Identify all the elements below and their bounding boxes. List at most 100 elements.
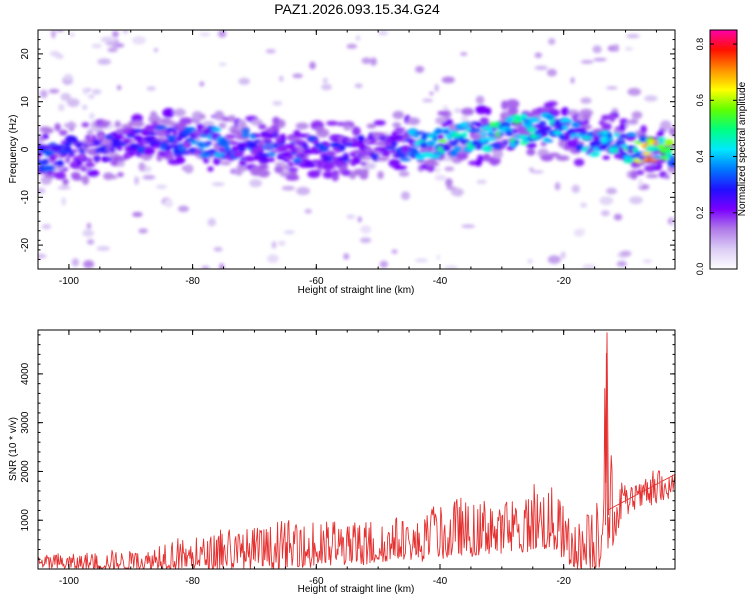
- heatmap-core: [268, 157, 275, 163]
- heatmap-core: [325, 150, 337, 157]
- heatmap-speckle: [91, 43, 103, 49]
- heatmap-core: [289, 148, 299, 152]
- heatmap-core: [144, 124, 154, 132]
- heatmap-halo: [131, 113, 143, 123]
- y-tick-label: 1000: [20, 509, 31, 532]
- colorbar-axis: 0.0 0.2 0.4 0.6 0.8: [695, 38, 737, 275]
- heatmap-core: [104, 157, 113, 162]
- spectrogram-y-label: Frequency (Hz): [8, 115, 19, 184]
- heatmap-core: [189, 141, 199, 145]
- heatmap-core: [94, 156, 101, 161]
- heatmap-core: [613, 133, 620, 137]
- heatmap-core: [432, 135, 438, 142]
- heatmap-core: [236, 142, 248, 147]
- heatmap-speckle: [434, 174, 447, 181]
- heatmap-core: [330, 135, 340, 141]
- heatmap-halo: [297, 133, 312, 138]
- heatmap-halo: [445, 118, 454, 127]
- heatmap-speckle: [546, 68, 557, 77]
- heatmap-halo: [619, 122, 626, 132]
- spectrogram-heatmap: [38, 30, 675, 269]
- heatmap-core: [123, 139, 131, 143]
- heatmap-core: [267, 151, 277, 157]
- heatmap-speckle: [49, 51, 61, 57]
- heatmap-core: [97, 132, 105, 139]
- heatmap-core: [512, 114, 521, 119]
- heatmap-halo: [272, 116, 280, 125]
- heatmap-halo: [41, 133, 49, 140]
- heatmap-speckle: [644, 95, 658, 102]
- x-tick-label: -100: [59, 576, 79, 587]
- heatmap-speckle: [213, 246, 223, 252]
- heatmap-core: [90, 134, 98, 140]
- heatmap-halo: [117, 160, 125, 167]
- heatmap-core: [392, 130, 404, 134]
- heatmap-halo: [228, 115, 236, 123]
- heatmap-halo: [295, 122, 309, 130]
- heatmap-halo: [214, 110, 225, 121]
- heatmap-core: [663, 139, 674, 146]
- heatmap-speckle: [357, 216, 362, 223]
- heatmap-speckle: [582, 263, 596, 269]
- heatmap-speckle: [138, 228, 148, 234]
- heatmap-core: [166, 134, 177, 140]
- heatmap-core: [265, 146, 271, 150]
- heatmap-core: [505, 117, 513, 123]
- heatmap-core: [63, 146, 72, 151]
- heatmap-speckle: [444, 265, 458, 269]
- heatmap-core: [373, 132, 386, 137]
- x-tick-label: -60: [309, 276, 324, 287]
- heatmap-core: [211, 127, 222, 132]
- heatmap-core: [74, 142, 83, 146]
- heatmap-speckle: [548, 38, 556, 45]
- heatmap-core: [485, 137, 497, 141]
- heatmap-halo: [668, 126, 675, 137]
- heatmap-halo: [426, 157, 437, 168]
- heatmap-speckle: [570, 76, 575, 84]
- heatmap-halo: [307, 170, 321, 179]
- heatmap-core: [272, 131, 279, 138]
- heatmap-halo: [289, 170, 298, 177]
- heatmap-core: [437, 139, 448, 143]
- heatmap-speckle: [554, 182, 561, 191]
- heatmap-halo: [175, 156, 186, 164]
- heatmap-core: [132, 128, 145, 133]
- heatmap-core: [536, 134, 542, 140]
- heatmap-core: [402, 146, 409, 152]
- heatmap-core: [324, 143, 331, 147]
- heatmap-halo: [117, 171, 124, 178]
- heatmap-core: [87, 157, 93, 164]
- heatmap-core: [284, 143, 296, 150]
- heatmap-core: [390, 141, 398, 147]
- heatmap-halo: [602, 155, 610, 160]
- heatmap-speckle: [132, 36, 146, 45]
- colorbar: 0.0 0.2 0.4 0.6 0.8 Normalized spectral ampl…: [695, 29, 748, 275]
- heatmap-halo: [437, 110, 449, 116]
- heatmap-core: [279, 133, 286, 141]
- heatmap-core: [656, 144, 666, 148]
- heatmap-halo: [54, 123, 61, 132]
- y-tick-label: 4000: [20, 362, 31, 385]
- heatmap-halo: [351, 126, 361, 137]
- heatmap-speckle: [82, 229, 94, 237]
- heatmap-core: [339, 144, 346, 152]
- heatmap-core: [55, 144, 66, 149]
- heatmap-core: [358, 150, 371, 156]
- heatmap-speckle: [322, 77, 328, 84]
- heatmap-speckle: [580, 97, 592, 104]
- heatmap-halo: [484, 107, 492, 116]
- heatmap-core: [399, 157, 412, 162]
- heatmap-speckle: [82, 87, 89, 95]
- heatmap-halo: [543, 102, 555, 108]
- heatmap-halo: [174, 108, 186, 117]
- heatmap-speckle: [146, 86, 156, 91]
- heatmap-core: [304, 160, 314, 168]
- heatmap-halo: [162, 107, 175, 118]
- snr-y-label: SNR (10 * v/v): [8, 417, 19, 481]
- heatmap-halo: [218, 122, 227, 129]
- heatmap-speckle: [620, 250, 632, 257]
- heatmap-core: [521, 113, 528, 120]
- heatmap-speckle: [346, 214, 356, 220]
- heatmap-core: [514, 139, 520, 145]
- heatmap-core: [642, 151, 651, 156]
